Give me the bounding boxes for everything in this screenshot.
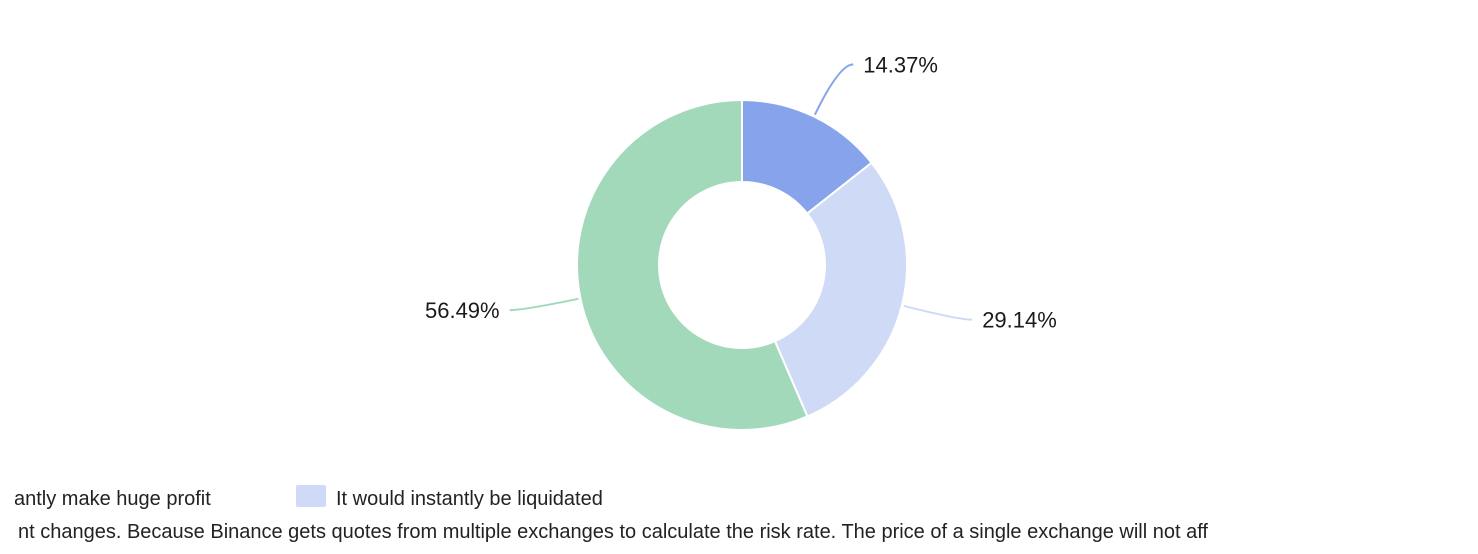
legend: antly make huge profit It would instantl…	[14, 485, 1208, 543]
slice-labels: 14.37% 29.14% 56.49%	[425, 52, 1057, 332]
donut-slices	[576, 98, 908, 431]
donut-slice-2[interactable]	[773, 161, 908, 418]
slice-label-2: 29.14%	[982, 308, 1057, 333]
leader-lines	[509, 63, 973, 321]
legend-item-label-2[interactable]: It would instantly be liquidated	[336, 488, 603, 510]
slice-label-3: 56.49%	[425, 298, 500, 323]
leader-line-2	[903, 304, 973, 321]
donut-slice-3[interactable]	[576, 98, 809, 431]
leader-line-1	[813, 63, 854, 116]
legend-swatch-2[interactable]	[296, 485, 326, 507]
leader-line-3	[509, 297, 579, 312]
legend-item-label-1[interactable]: antly make huge profit	[14, 488, 211, 510]
slice-label-1: 14.37%	[863, 52, 938, 77]
legend-item-label-3[interactable]: nt changes. Because Binance gets quotes …	[18, 521, 1208, 543]
